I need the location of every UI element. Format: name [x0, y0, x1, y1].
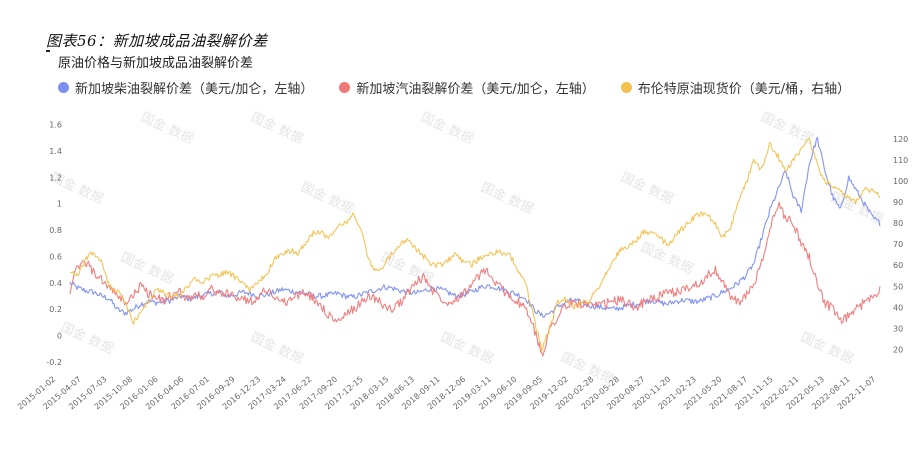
caption-mark: [46, 50, 50, 52]
watermark-text: 国金 数据: [418, 109, 476, 147]
y-right-tick-label: 20: [893, 345, 903, 354]
legend-marker-gasoline: [339, 82, 351, 93]
watermark-text: 国金 数据: [58, 319, 116, 357]
y-left-tick-label: 0.4: [49, 279, 62, 288]
y-right-tick-label: 60: [893, 261, 903, 270]
watermark-text: 国金 数据: [248, 109, 306, 147]
chart-legend: 新加坡柴油裂解价差（美元/加仑，左轴） 新加坡汽油裂解价差（美元/加仑，左轴） …: [58, 78, 850, 97]
y-right-tick-label: 100: [893, 177, 908, 186]
y-left-tick-label: 0: [57, 332, 62, 341]
watermark-text: 国金 数据: [118, 249, 176, 287]
legend-marker-brent: [620, 82, 632, 93]
legend-item-diesel[interactable]: 新加坡柴油裂解价差（美元/加仑，左轴）: [58, 78, 313, 97]
y-right-tick-label: 70: [893, 240, 903, 249]
watermark-text: 国金 数据: [828, 189, 886, 227]
y-right-tick-label: 110: [893, 156, 908, 165]
y-right-tick-label: 50: [893, 282, 903, 291]
watermark-text: 国金 数据: [138, 109, 196, 147]
legend-item-gasoline[interactable]: 新加坡汽油裂解价差（美元/加仑，左轴）: [339, 78, 595, 97]
y-right-tick-label: 80: [893, 219, 903, 228]
legend-label-brent: 布伦特原油现货价（美元/桶，右轴）: [637, 82, 851, 97]
watermark-text: 国金 数据: [758, 109, 816, 147]
legend-marker-diesel: [58, 82, 69, 93]
legend-label-gasoline: 新加坡汽油裂解价差（美元/加仑，左轴）: [356, 82, 595, 97]
series-layer: [69, 136, 881, 357]
legend-label-diesel: 新加坡柴油裂解价差（美元/加仑，左轴）: [75, 82, 314, 97]
series-line-2: [69, 137, 881, 352]
y-right-tick-label: 90: [893, 198, 903, 207]
watermark-text: 国金 数据: [298, 179, 356, 217]
watermark-text: 国金 数据: [478, 179, 536, 217]
y-left-tick-label: 0.8: [49, 226, 62, 235]
figure-caption: 图表56：新加坡成品油裂解价差: [46, 32, 268, 50]
watermark-text: 国金 数据: [438, 329, 496, 367]
y-left-tick-label: 1.4: [49, 147, 62, 156]
y-left-tick-label: 0.6: [49, 252, 62, 261]
legend-item-brent[interactable]: 布伦特原油现货价（美元/桶，右轴）: [620, 78, 851, 97]
y-left-tick-label: 0.2: [49, 305, 62, 314]
watermark-text: 国金 数据: [618, 169, 676, 207]
y-right-tick-label: 40: [893, 303, 903, 312]
watermark-text: 国金 数据: [248, 329, 306, 367]
y-right-tick-label: 30: [893, 324, 903, 333]
y-left-tick-label: 1: [57, 200, 62, 209]
y-left-tick-label: -0.2: [46, 358, 62, 367]
series-line-1: [69, 201, 881, 357]
y-right-tick-label: 120: [893, 135, 908, 144]
y-left-tick-label: 1.6: [49, 121, 62, 130]
chart-title: 原油价格与新加坡成品油裂解价差: [58, 56, 254, 71]
series-line-0: [69, 136, 881, 319]
watermark-text: 国金 数据: [798, 329, 856, 367]
y-left-tick-label: 1.2: [49, 173, 62, 182]
